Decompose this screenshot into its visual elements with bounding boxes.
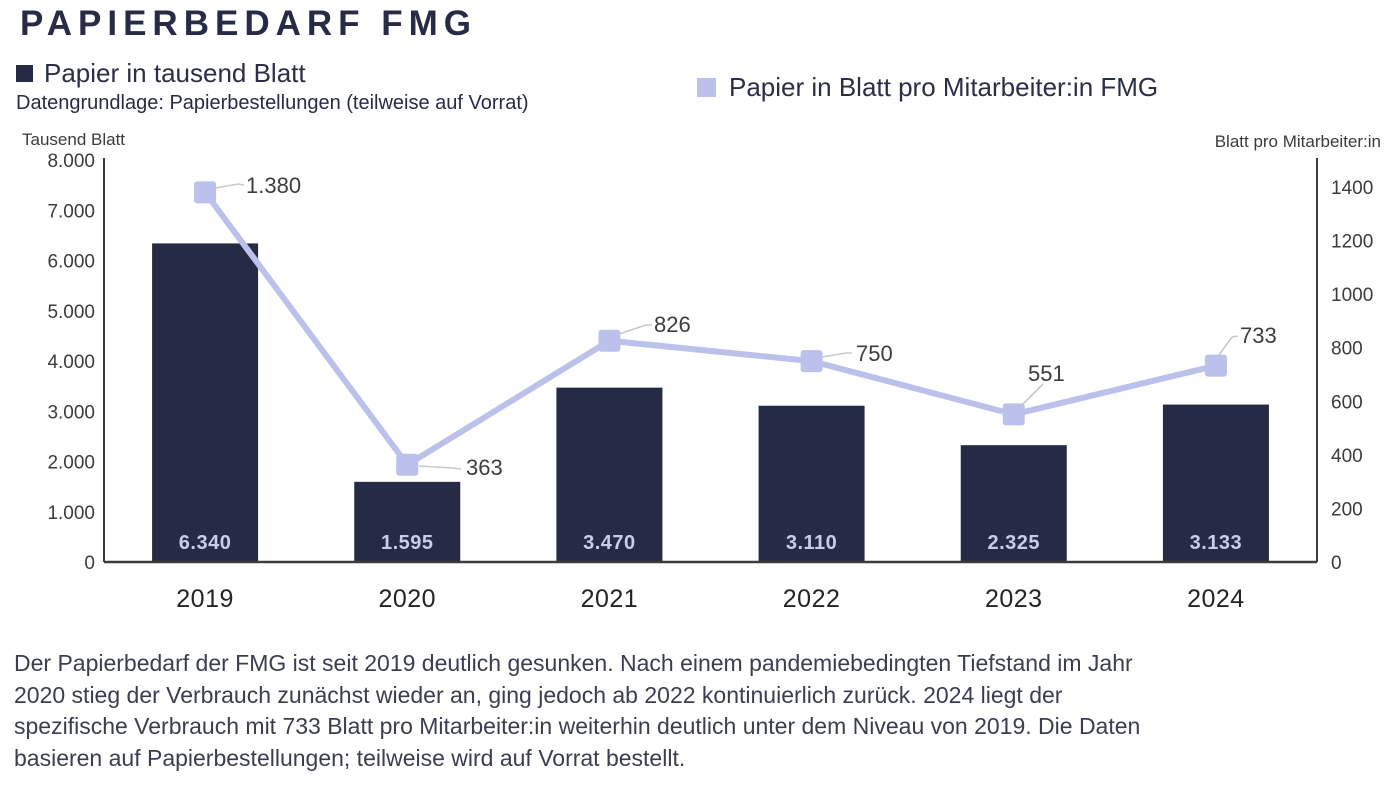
right-tick-800: 800 [1331,339,1363,360]
bar-2020 [354,481,461,562]
bar-value-2021: 3.470 [583,532,636,554]
x-label-2023: 2023 [985,585,1043,613]
x-label-2020: 2020 [378,585,436,613]
data-source-note: Datengrundlage: Papierbestellungen (teil… [16,92,529,114]
line-series [202,190,1217,468]
left-tick-3000: 3.000 [47,402,95,423]
combo-chart: 0 1.000 2.000 3.000 4.000 5.000 6.000 7.000 8.00… [47,151,1373,613]
marker-2024 [1204,354,1227,377]
point-value-2023: 551 [1028,361,1065,386]
point-value-2019: 1.380 [246,173,301,198]
right-tick-1200: 1200 [1331,232,1373,253]
point-value-2022: 750 [856,341,893,366]
left-tick-1000: 1.000 [47,503,95,524]
left-tick-5000: 5.000 [47,302,95,323]
x-label-2019: 2019 [176,585,234,613]
legend-line-label: Papier in Blatt pro Mitarbeiter:in FMG [729,72,1159,102]
bar-2024 [1162,404,1269,562]
left-tick-8000: 8.000 [47,151,95,172]
marker-2023 [1002,403,1025,426]
bar-series-swatch-icon [16,65,33,82]
right-tick-0: 0 [1331,553,1342,574]
marker-2022 [800,350,823,373]
bar-2023 [960,445,1067,562]
point-value-2020: 363 [466,455,503,480]
marker-2019 [194,181,217,204]
leader-2023 [1021,383,1044,406]
legend-line: Papier in Blatt pro Mitarbeiter:in FMG [697,72,1158,103]
legend-bars: Papier in tausend Blatt [16,58,306,89]
left-axis-title: Tausend Blatt [22,130,126,149]
x-label-2021: 2021 [581,585,639,613]
bar-value-2019: 6.340 [179,532,232,554]
bar-2021 [556,387,663,562]
bar-2019 [152,243,259,563]
right-tick-1400: 1400 [1331,178,1373,199]
bar-value-2024: 3.133 [1190,532,1243,554]
leader-2024 [1218,335,1239,356]
legend-bars-label: Papier in tausend Blatt [44,58,306,88]
right-tick-600: 600 [1331,392,1363,413]
point-value-2024: 733 [1240,323,1277,348]
left-tick-2000: 2.000 [47,453,95,474]
leader-2020 [418,465,462,470]
point-value-2021: 826 [654,312,691,337]
leader-2019 [214,183,245,189]
marker-2021 [598,329,621,352]
summary-text: Der Papierbedarf der FMG ist seit 2019 d… [14,650,1141,771]
marker-2020 [396,453,419,476]
bar-value-2022: 3.110 [786,532,837,554]
leader-2022 [821,352,852,358]
left-tick-4000: 4.000 [47,352,95,373]
right-tick-1000: 1000 [1331,285,1373,306]
x-label-2024: 2024 [1187,585,1245,613]
right-tick-400: 400 [1331,446,1363,467]
line-series-swatch-icon [697,78,716,97]
right-tick-200: 200 [1331,499,1363,520]
x-label-2022: 2022 [783,585,841,613]
leader-2021 [618,324,652,335]
right-axis-title: Blatt pro Mitarbeiter:in [1214,132,1381,151]
left-tick-6000: 6.000 [47,252,95,273]
left-tick-0: 0 [84,553,95,574]
bar-value-2023: 2.325 [987,532,1040,554]
bar-2022 [758,405,865,562]
page-title: PAPIERBEDARF FMG [20,4,478,43]
bar-value-2020: 1.595 [381,532,434,554]
left-tick-7000: 7.000 [47,201,95,222]
